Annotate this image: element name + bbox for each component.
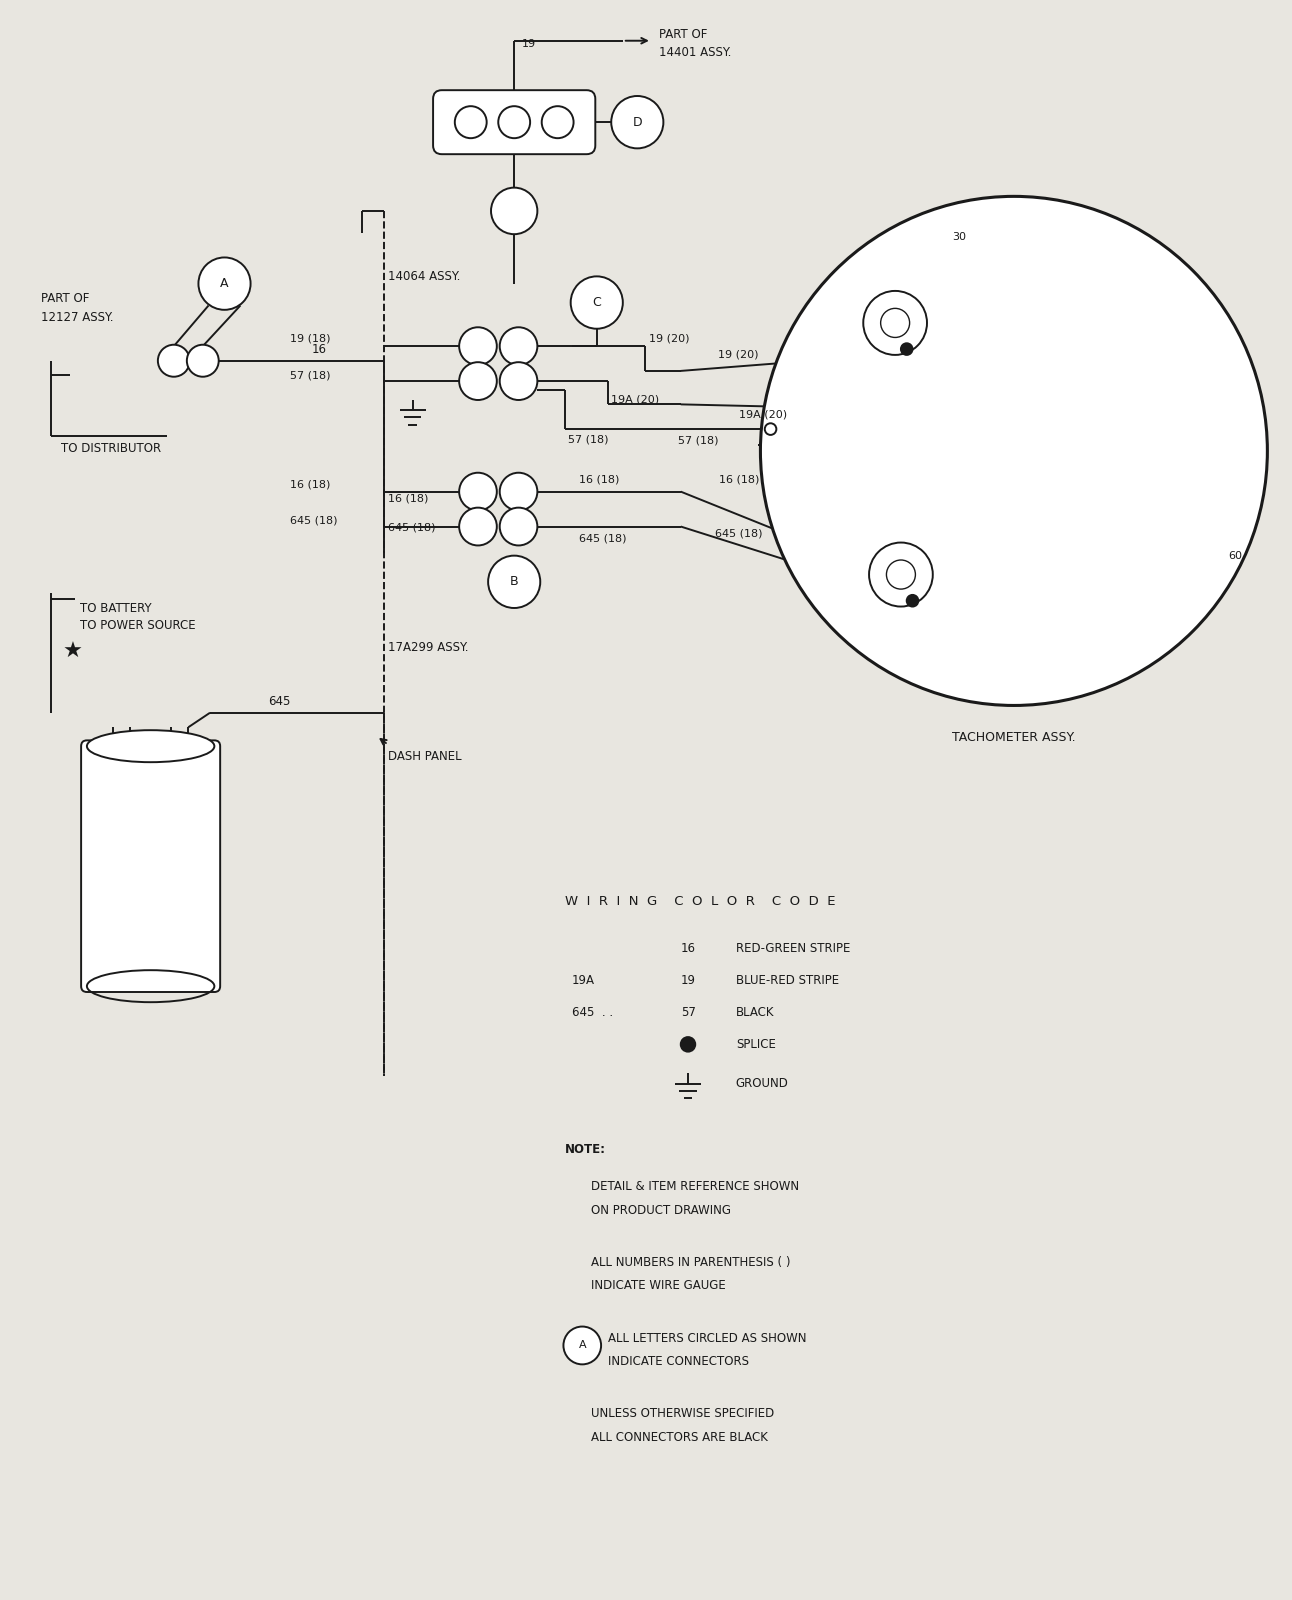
Text: 19 (20): 19 (20): [649, 334, 690, 344]
Text: RED-GREEN STRIPE: RED-GREEN STRIPE: [736, 942, 850, 955]
Text: 16 (18): 16 (18): [718, 475, 758, 485]
Text: ALL LETTERS CIRCLED AS SHOWN: ALL LETTERS CIRCLED AS SHOWN: [609, 1331, 806, 1344]
Text: 19: 19: [681, 974, 696, 987]
Text: INDICATE CONNECTORS: INDICATE CONNECTORS: [609, 1355, 749, 1368]
Text: 645: 645: [267, 694, 291, 707]
FancyBboxPatch shape: [433, 90, 596, 154]
Text: DASH PANEL: DASH PANEL: [388, 750, 461, 763]
Circle shape: [199, 258, 251, 310]
Circle shape: [907, 595, 919, 606]
Circle shape: [488, 555, 540, 608]
Text: 19A (20): 19A (20): [611, 395, 659, 405]
Text: TO BATTERY: TO BATTERY: [80, 602, 151, 614]
Text: 16 (18): 16 (18): [388, 494, 429, 504]
Text: GROUND: GROUND: [736, 1077, 788, 1090]
Text: SPLICE: SPLICE: [736, 1038, 775, 1051]
Text: 645 (18): 645 (18): [714, 530, 762, 539]
Text: 14064 ASSY.: 14064 ASSY.: [388, 270, 460, 283]
Text: TACHOMETER ASSY.: TACHOMETER ASSY.: [952, 731, 1076, 744]
Text: 645 (18): 645 (18): [579, 533, 627, 542]
Circle shape: [500, 328, 537, 365]
Text: 16: 16: [681, 942, 696, 955]
Text: 17A299 ASSY.: 17A299 ASSY.: [388, 640, 469, 654]
Text: 60: 60: [1229, 550, 1243, 560]
Ellipse shape: [87, 730, 214, 762]
Circle shape: [500, 362, 537, 400]
Circle shape: [187, 344, 218, 376]
Text: 19A (20): 19A (20): [739, 410, 787, 419]
Text: 30: 30: [952, 232, 966, 242]
Circle shape: [459, 328, 497, 365]
Text: 57: 57: [681, 1006, 695, 1019]
Text: NOTE:: NOTE:: [565, 1142, 606, 1155]
Circle shape: [459, 362, 497, 400]
Text: 16 (18): 16 (18): [579, 475, 620, 485]
Text: 19A: 19A: [572, 974, 596, 987]
Text: 57 (18): 57 (18): [289, 370, 331, 381]
Text: TO DISTRIBUTOR: TO DISTRIBUTOR: [61, 442, 162, 454]
Circle shape: [761, 197, 1267, 706]
Text: 16 (18): 16 (18): [289, 480, 329, 490]
Text: 12127 ASSY.: 12127 ASSY.: [40, 310, 114, 323]
Circle shape: [563, 1326, 601, 1365]
Circle shape: [870, 542, 933, 606]
Circle shape: [611, 96, 663, 149]
Circle shape: [863, 291, 926, 355]
Circle shape: [459, 472, 497, 510]
Circle shape: [491, 187, 537, 234]
Text: 645  . .: 645 . .: [572, 1006, 614, 1019]
Circle shape: [681, 1037, 695, 1051]
Circle shape: [459, 507, 497, 546]
Text: ALL CONNECTORS ARE BLACK: ALL CONNECTORS ARE BLACK: [590, 1430, 767, 1443]
Text: 645 (18): 645 (18): [388, 523, 435, 533]
Circle shape: [500, 507, 537, 546]
Text: C: C: [592, 296, 601, 309]
Text: 19 (20): 19 (20): [718, 350, 758, 360]
Text: 645 (18): 645 (18): [289, 515, 337, 526]
Circle shape: [886, 560, 916, 589]
Text: A: A: [220, 277, 229, 290]
Circle shape: [571, 277, 623, 328]
Circle shape: [541, 106, 574, 138]
Text: 19: 19: [522, 38, 536, 48]
Text: 57 (18): 57 (18): [678, 435, 718, 446]
Text: ALL NUMBERS IN PARENTHESIS ( ): ALL NUMBERS IN PARENTHESIS ( ): [590, 1256, 791, 1269]
Text: UNLESS OTHERWISE SPECIFIED: UNLESS OTHERWISE SPECIFIED: [590, 1408, 774, 1421]
Circle shape: [881, 309, 910, 338]
Circle shape: [455, 106, 487, 138]
Text: 19 (18): 19 (18): [289, 334, 331, 344]
Text: BLUE-RED STRIPE: BLUE-RED STRIPE: [736, 974, 839, 987]
Text: BLACK: BLACK: [736, 1006, 774, 1019]
Text: INDICATE WIRE GAUGE: INDICATE WIRE GAUGE: [590, 1280, 726, 1293]
Text: D: D: [633, 115, 642, 128]
Text: A: A: [579, 1341, 587, 1350]
Text: PART OF: PART OF: [659, 29, 708, 42]
Circle shape: [499, 106, 530, 138]
Text: 14401 ASSY.: 14401 ASSY.: [659, 46, 731, 59]
Text: DETAIL & ITEM REFERENCE SHOWN: DETAIL & ITEM REFERENCE SHOWN: [590, 1181, 798, 1194]
Circle shape: [901, 344, 912, 355]
FancyBboxPatch shape: [81, 741, 220, 992]
Text: B: B: [510, 576, 518, 589]
Text: ON PRODUCT DRAWING: ON PRODUCT DRAWING: [590, 1203, 731, 1216]
Text: 57 (18): 57 (18): [567, 434, 609, 445]
Text: 16: 16: [311, 342, 327, 355]
Text: ★: ★: [62, 642, 83, 662]
Text: PART OF: PART OF: [40, 291, 89, 304]
Circle shape: [158, 344, 190, 376]
Circle shape: [500, 472, 537, 510]
Text: TO POWER SOURCE: TO POWER SOURCE: [80, 619, 195, 632]
Text: W  I  R  I  N  G    C  O  L  O  R    C  O  D  E: W I R I N G C O L O R C O D E: [565, 896, 836, 909]
